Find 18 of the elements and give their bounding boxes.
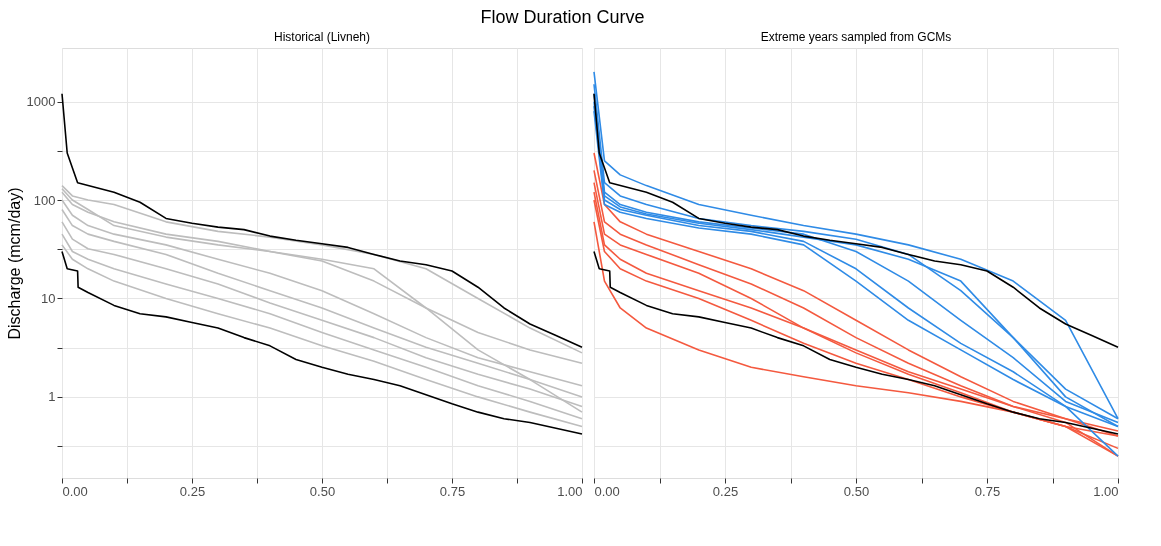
x-tick-label: 0.00 [62, 483, 88, 499]
x-tick-label: 0.75 [974, 483, 1001, 499]
x-tick-label: 0.25 [712, 483, 739, 499]
x-tick-label: 1.00 [1093, 483, 1119, 499]
chart-title: Flow Duration Curve [480, 6, 645, 27]
x-tick-label: 0.75 [439, 483, 466, 499]
y-tick-label: 100 [33, 192, 56, 208]
x-tick-label: 1.00 [557, 483, 583, 499]
x-tick-label: 0.50 [843, 483, 870, 499]
x-tick-label: 0.25 [179, 483, 206, 499]
chart-subtitle: Historical (Livneh) [273, 30, 371, 44]
y-tick-label: 10 [41, 290, 56, 306]
x-tick-label: 0.00 [594, 483, 620, 499]
y-tick-label: 1000 [26, 94, 56, 110]
y-axis-title: Discharge (mcm/day) [5, 187, 23, 340]
chart-subtitle: Extreme years sampled from GCMs [760, 30, 952, 44]
x-tick-label: 0.50 [309, 483, 336, 499]
y-tick-label: 1 [48, 389, 56, 405]
